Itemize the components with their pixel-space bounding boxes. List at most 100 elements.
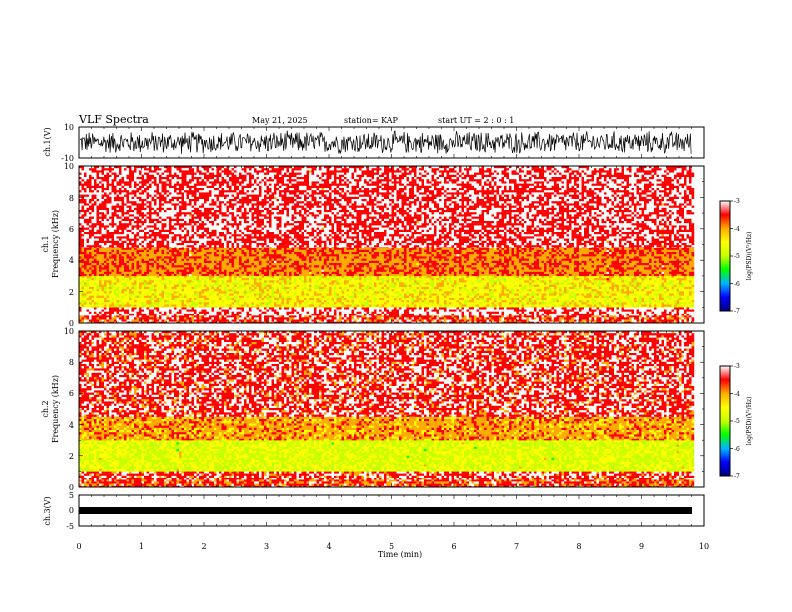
spectrogram-cell (92, 195, 95, 197)
spectrogram-cell (117, 212, 120, 214)
spectrogram-cell (127, 223, 130, 225)
ch1-spectrogram-panel: 0 2 4 6 8 10 ch.1 Frequency (kHz) (41, 162, 704, 328)
spectrogram-cell (92, 186, 95, 188)
spectrogram-cell (94, 245, 97, 247)
spectrogram-cell (112, 214, 115, 216)
spectrogram-cell (129, 294, 132, 296)
spectrogram-cell (114, 302, 117, 304)
spectrogram-cell (109, 199, 112, 201)
spectrogram-cell (107, 272, 110, 274)
spectrogram-cell (117, 186, 120, 188)
spectrogram-cell (97, 208, 100, 210)
spectrogram-cell (119, 312, 122, 314)
spectrogram-cell (114, 270, 117, 272)
spectrogram-cell (97, 195, 100, 197)
spectrogram-cell (94, 177, 97, 179)
spectrogram-cell (82, 170, 85, 172)
spectrogram-cell (122, 307, 125, 308)
spectrogram-cell (92, 208, 95, 210)
spectrogram-cell (119, 170, 122, 172)
spectrogram-cell (119, 181, 122, 183)
spectrogram-cell (127, 248, 130, 250)
spectrogram-cell (99, 265, 102, 267)
spectrogram-cell (104, 199, 107, 201)
spectrogram-cell (107, 261, 110, 263)
spectrogram-cell (127, 259, 130, 261)
spectrogram-cell (104, 228, 107, 230)
spectrogram-cell (112, 168, 115, 170)
spectrogram-cell (102, 270, 105, 272)
spectrogram-cell (122, 181, 125, 183)
spectrogram-cell (127, 234, 130, 236)
spectrogram-cell (107, 181, 110, 183)
ch1-spectrogram-image (79, 166, 704, 323)
spectrogram-cell (124, 302, 127, 304)
spectrogram-cell (112, 223, 115, 225)
spectrogram-cell (99, 243, 102, 245)
spectrogram-cell (97, 214, 100, 216)
spectrogram-cell (92, 170, 95, 172)
spectrogram-cell (82, 184, 85, 186)
spectrogram-cell (102, 254, 105, 256)
spectrogram-cell (104, 272, 107, 274)
spectrogram-cell (84, 210, 87, 212)
spectrogram-cell (99, 274, 102, 276)
spectrogram-cell (114, 177, 117, 179)
spectrogram-cell (99, 201, 102, 203)
spectrogram-cell (107, 206, 110, 208)
spectrogram-cell (119, 263, 122, 265)
spectrogram-cell (107, 320, 110, 322)
spectrogram-cell (92, 212, 95, 214)
spectrogram-cell (109, 230, 112, 232)
spectrogram-cell (129, 270, 132, 272)
spectrogram-cell (109, 208, 112, 210)
spectrogram-cell (127, 265, 130, 267)
spectrogram-cell (97, 320, 100, 322)
spectrogram-cell (84, 219, 87, 221)
spectrogram-cell (97, 291, 100, 293)
spectrogram-cell (99, 312, 102, 314)
spectrogram-cell (99, 225, 102, 227)
spectrogram-cell (127, 302, 130, 304)
spectrogram-cell (107, 267, 110, 269)
spectrogram-cell (87, 177, 90, 179)
spectrogram-cell (82, 190, 85, 192)
spectrogram-cell (124, 283, 127, 285)
spectrogram-cell (102, 170, 105, 172)
spectrogram-cell (122, 245, 125, 247)
spectrogram-cell (102, 230, 105, 232)
spectrogram-cell (122, 197, 125, 199)
spectrogram-cell (99, 210, 102, 212)
spectrogram-cell (122, 276, 125, 278)
spectrogram-cell (84, 296, 87, 298)
spectrogram-cell (107, 317, 110, 319)
spectrogram-cell (114, 219, 117, 221)
spectrogram-cell (129, 314, 132, 315)
spectrogram-cell (129, 312, 132, 314)
spectrogram-cell (102, 243, 105, 245)
spectrogram-cell (124, 190, 127, 192)
spectrogram-cell (97, 315, 100, 317)
spectrogram-cell (102, 317, 105, 319)
spectrogram-cell (104, 270, 107, 272)
spectrogram-cell (99, 256, 102, 258)
spectrogram-cell (97, 173, 100, 175)
spectrogram-cell (107, 265, 110, 267)
spectrogram-cell (89, 254, 92, 256)
spectrogram-cell (124, 289, 127, 291)
spectrogram-cell (124, 236, 127, 238)
spectrogram-cell (107, 212, 110, 214)
spectrogram-cell (122, 206, 125, 208)
spectrogram-cell (82, 217, 85, 219)
spectrogram-cell (89, 186, 92, 188)
spectrogram-cell (114, 294, 117, 296)
spectrogram-cell (97, 285, 100, 287)
spectrogram-cell (122, 208, 125, 210)
spectrogram-cell (102, 184, 105, 186)
spectrogram-cell (127, 307, 130, 308)
spectrogram-cell (104, 274, 107, 276)
spectrogram-cell (94, 208, 97, 210)
spectrogram-cell (129, 248, 132, 250)
spectrogram-cell (97, 254, 100, 256)
spectrogram-cell (87, 307, 90, 309)
